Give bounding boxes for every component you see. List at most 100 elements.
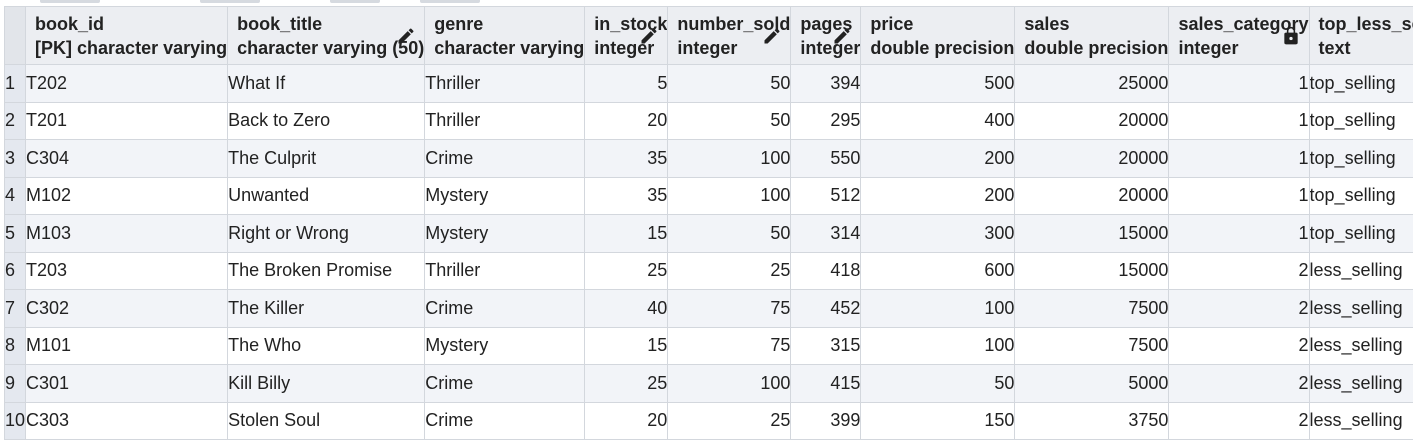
cell-sales-category[interactable]: 1	[1168, 64, 1310, 103]
cell-book-id[interactable]: T201	[25, 101, 229, 140]
cell-genre[interactable]: Crime	[424, 289, 586, 328]
cell-price[interactable]: 600	[860, 251, 1016, 290]
cell-book-title[interactable]: What If	[227, 64, 426, 103]
cell-number-sold[interactable]: 100	[667, 364, 792, 403]
row-number[interactable]: 4	[3, 176, 27, 215]
cell-book-title[interactable]: Kill Billy	[227, 364, 426, 403]
cell-price[interactable]: 150	[860, 401, 1016, 440]
column-header[interactable]: book_title character varying (50)	[227, 6, 426, 65]
row-number[interactable]: 6	[3, 251, 27, 290]
cell-book-title[interactable]: Back to Zero	[227, 101, 426, 140]
cell-genre[interactable]: Mystery	[424, 176, 586, 215]
cell-book-title[interactable]: The Who	[227, 326, 426, 365]
cell-in-stock[interactable]: 5	[584, 64, 669, 103]
cell-genre[interactable]: Thriller	[424, 101, 586, 140]
row-number[interactable]: 3	[3, 139, 27, 178]
select-all-corner[interactable]	[3, 6, 27, 65]
cell-genre[interactable]: Crime	[424, 401, 586, 440]
column-header[interactable]: sales double precision	[1014, 6, 1170, 65]
cell-pages[interactable]: 314	[790, 214, 862, 253]
cell-number-sold[interactable]: 75	[667, 289, 792, 328]
cell-pages[interactable]: 415	[790, 364, 862, 403]
cell-top-less-selling[interactable]: less_selling	[1308, 251, 1413, 290]
cell-genre[interactable]: Thriller	[424, 64, 586, 103]
cell-in-stock[interactable]: 40	[584, 289, 669, 328]
cell-sales-category[interactable]: 1	[1168, 176, 1310, 215]
cell-book-title[interactable]: The Culprit	[227, 139, 426, 178]
row-number[interactable]: 2	[3, 101, 27, 140]
row-number[interactable]: 7	[3, 289, 27, 328]
table-row[interactable]: 2 T201 Back to Zero Thriller 20 50 295 4…	[3, 101, 1413, 140]
cell-top-less-selling[interactable]: less_selling	[1308, 364, 1413, 403]
cell-sales-category[interactable]: 1	[1168, 101, 1310, 140]
cell-book-id[interactable]: C304	[25, 139, 229, 178]
cell-book-title[interactable]: Right or Wrong	[227, 214, 426, 253]
cell-pages[interactable]: 399	[790, 401, 862, 440]
cell-genre[interactable]: Mystery	[424, 214, 586, 253]
cell-top-less-selling[interactable]: top_selling	[1308, 101, 1413, 140]
toolbar-tab[interactable]	[330, 0, 380, 3]
column-header[interactable]: genre character varying	[424, 6, 586, 65]
cell-sales-category[interactable]: 1	[1168, 214, 1310, 253]
cell-sales[interactable]: 15000	[1014, 214, 1170, 253]
cell-price[interactable]: 200	[860, 176, 1016, 215]
toolbar-tab[interactable]	[40, 0, 100, 3]
cell-in-stock[interactable]: 20	[584, 101, 669, 140]
cell-in-stock[interactable]: 25	[584, 364, 669, 403]
cell-number-sold[interactable]: 25	[667, 401, 792, 440]
cell-sales-category[interactable]: 2	[1168, 251, 1310, 290]
table-row[interactable]: 5 M103 Right or Wrong Mystery 15 50 314 …	[3, 214, 1413, 253]
table-row[interactable]: 1 T202 What If Thriller 5 50 394 500 250…	[3, 64, 1413, 103]
row-number[interactable]: 5	[3, 214, 27, 253]
cell-price[interactable]: 100	[860, 326, 1016, 365]
cell-in-stock[interactable]: 20	[584, 401, 669, 440]
cell-sales-category[interactable]: 2	[1168, 364, 1310, 403]
row-number[interactable]: 10	[3, 401, 27, 440]
cell-book-id[interactable]: M102	[25, 176, 229, 215]
cell-top-less-selling[interactable]: less_selling	[1308, 401, 1413, 440]
cell-book-id[interactable]: C303	[25, 401, 229, 440]
cell-top-less-selling[interactable]: top_selling	[1308, 139, 1413, 178]
cell-sales[interactable]: 20000	[1014, 139, 1170, 178]
cell-sales-category[interactable]: 1	[1168, 139, 1310, 178]
cell-in-stock[interactable]: 35	[584, 176, 669, 215]
cell-book-title[interactable]: The Broken Promise	[227, 251, 426, 290]
cell-number-sold[interactable]: 100	[667, 139, 792, 178]
column-header[interactable]: number_sold integer	[667, 6, 792, 65]
row-number[interactable]: 8	[3, 326, 27, 365]
cell-pages[interactable]: 295	[790, 101, 862, 140]
table-row[interactable]: 6 T203 The Broken Promise Thriller 25 25…	[3, 251, 1413, 290]
cell-price[interactable]: 50	[860, 364, 1016, 403]
cell-sales-category[interactable]: 2	[1168, 326, 1310, 365]
cell-book-id[interactable]: C302	[25, 289, 229, 328]
cell-top-less-selling[interactable]: less_selling	[1308, 326, 1413, 365]
cell-sales[interactable]: 15000	[1014, 251, 1170, 290]
cell-top-less-selling[interactable]: top_selling	[1308, 214, 1413, 253]
cell-book-id[interactable]: C301	[25, 364, 229, 403]
cell-price[interactable]: 500	[860, 64, 1016, 103]
cell-price[interactable]: 200	[860, 139, 1016, 178]
cell-number-sold[interactable]: 50	[667, 64, 792, 103]
cell-sales-category[interactable]: 2	[1168, 401, 1310, 440]
cell-number-sold[interactable]: 25	[667, 251, 792, 290]
table-row[interactable]: 4 M102 Unwanted Mystery 35 100 512 200 2…	[3, 176, 1413, 215]
column-header[interactable]: book_id [PK] character varying	[25, 6, 229, 65]
cell-top-less-selling[interactable]: top_selling	[1308, 64, 1413, 103]
cell-pages[interactable]: 418	[790, 251, 862, 290]
cell-top-less-selling[interactable]: top_selling	[1308, 176, 1413, 215]
column-header[interactable]: in_stock integer	[584, 6, 669, 65]
cell-book-id[interactable]: M101	[25, 326, 229, 365]
cell-number-sold[interactable]: 75	[667, 326, 792, 365]
cell-book-title[interactable]: The Killer	[227, 289, 426, 328]
cell-in-stock[interactable]: 15	[584, 326, 669, 365]
cell-pages[interactable]: 512	[790, 176, 862, 215]
row-number[interactable]: 9	[3, 364, 27, 403]
table-row[interactable]: 8 M101 The Who Mystery 15 75 315 100 750…	[3, 326, 1413, 365]
cell-pages[interactable]: 550	[790, 139, 862, 178]
table-row[interactable]: 10 C303 Stolen Soul Crime 20 25 399 150 …	[3, 401, 1413, 440]
cell-genre[interactable]: Thriller	[424, 251, 586, 290]
toolbar-tab[interactable]	[420, 0, 480, 3]
table-row[interactable]: 9 C301 Kill Billy Crime 25 100 415 50 50…	[3, 364, 1413, 403]
cell-sales[interactable]: 25000	[1014, 64, 1170, 103]
column-header[interactable]: price double precision	[860, 6, 1016, 65]
